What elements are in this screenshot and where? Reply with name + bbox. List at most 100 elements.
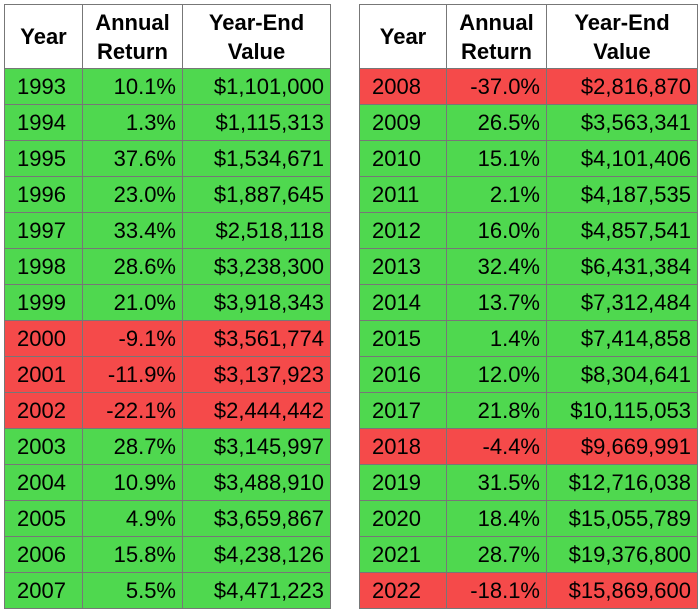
year-cell: 1995 bbox=[4, 140, 83, 177]
year-cell: 1998 bbox=[4, 248, 83, 285]
return-cell: 33.4% bbox=[82, 212, 183, 249]
year-cell: 2000 bbox=[4, 320, 83, 357]
value-cell: $1,115,313 bbox=[182, 104, 331, 141]
return-cell: 1.3% bbox=[82, 104, 183, 141]
value-cell: $9,669,991 bbox=[546, 428, 698, 465]
year-cell: 2006 bbox=[4, 536, 83, 573]
year-cell: 2021 bbox=[359, 536, 447, 573]
return-cell: -37.0% bbox=[446, 68, 547, 105]
value-cell: $8,304,641 bbox=[546, 356, 698, 393]
data-row: 2003 28.7% $3,145,997 bbox=[4, 428, 331, 465]
year-cell: 1996 bbox=[4, 176, 83, 213]
value-cell: $3,918,343 bbox=[182, 284, 331, 321]
column-header: Year bbox=[359, 4, 447, 69]
value-cell: $6,431,384 bbox=[546, 248, 698, 285]
return-cell: 16.0% bbox=[446, 212, 547, 249]
return-cell: 5.5% bbox=[82, 572, 183, 609]
value-cell: $3,238,300 bbox=[182, 248, 331, 285]
return-cell: 28.6% bbox=[82, 248, 183, 285]
data-row: 2005 4.9% $3,659,867 bbox=[4, 500, 331, 537]
data-row: 2013 32.4% $6,431,384 bbox=[359, 248, 698, 285]
value-cell: $2,518,118 bbox=[182, 212, 331, 249]
year-cell: 2004 bbox=[4, 464, 83, 501]
year-cell: 2020 bbox=[359, 500, 447, 537]
year-cell: 2017 bbox=[359, 392, 447, 429]
return-cell: 31.5% bbox=[446, 464, 547, 501]
data-row: 2004 10.9% $3,488,910 bbox=[4, 464, 331, 501]
data-row: 2008 -37.0% $2,816,870 bbox=[359, 68, 698, 105]
value-cell: $4,471,223 bbox=[182, 572, 331, 609]
return-cell: 15.8% bbox=[82, 536, 183, 573]
returns-table: Year Annual Return Year-End Value 1993 10.1… bbox=[4, 4, 331, 609]
data-row: 1993 10.1% $1,101,000 bbox=[4, 68, 331, 105]
value-cell: $15,869,600 bbox=[546, 572, 698, 609]
value-cell: $19,376,800 bbox=[546, 536, 698, 573]
year-cell: 2007 bbox=[4, 572, 83, 609]
year-cell: 2016 bbox=[359, 356, 447, 393]
value-cell: $3,137,923 bbox=[182, 356, 331, 393]
column-header: Annual Return bbox=[446, 4, 547, 69]
year-cell: 1993 bbox=[4, 68, 83, 105]
return-cell: 4.9% bbox=[82, 500, 183, 537]
return-cell: 21.0% bbox=[82, 284, 183, 321]
value-cell: $4,238,126 bbox=[182, 536, 331, 573]
return-cell: 15.1% bbox=[446, 140, 547, 177]
return-cell: -22.1% bbox=[82, 392, 183, 429]
column-header: Annual Return bbox=[82, 4, 183, 69]
data-row: 1995 37.6% $1,534,671 bbox=[4, 140, 331, 177]
year-cell: 2015 bbox=[359, 320, 447, 357]
year-cell: 2019 bbox=[359, 464, 447, 501]
return-cell: -4.4% bbox=[446, 428, 547, 465]
return-cell: 2.1% bbox=[446, 176, 547, 213]
column-header: Year bbox=[4, 4, 83, 69]
data-row: 1997 33.4% $2,518,118 bbox=[4, 212, 331, 249]
value-cell: $10,115,053 bbox=[546, 392, 698, 429]
value-cell: $12,716,038 bbox=[546, 464, 698, 501]
value-cell: $4,101,406 bbox=[546, 140, 698, 177]
return-cell: 32.4% bbox=[446, 248, 547, 285]
data-row: 2017 21.8% $10,115,053 bbox=[359, 392, 698, 429]
year-cell: 2009 bbox=[359, 104, 447, 141]
return-cell: -11.9% bbox=[82, 356, 183, 393]
data-row: 2011 2.1% $4,187,535 bbox=[359, 176, 698, 213]
value-cell: $3,488,910 bbox=[182, 464, 331, 501]
data-row: 2021 28.7% $19,376,800 bbox=[359, 536, 698, 573]
data-row: 2009 26.5% $3,563,341 bbox=[359, 104, 698, 141]
return-cell: -9.1% bbox=[82, 320, 183, 357]
year-cell: 2014 bbox=[359, 284, 447, 321]
value-cell: $4,187,535 bbox=[546, 176, 698, 213]
data-row: 2000 -9.1% $3,561,774 bbox=[4, 320, 331, 357]
value-cell: $4,857,541 bbox=[546, 212, 698, 249]
value-cell: $1,534,671 bbox=[182, 140, 331, 177]
data-row: 2010 15.1% $4,101,406 bbox=[359, 140, 698, 177]
return-cell: 13.7% bbox=[446, 284, 547, 321]
data-row: 2015 1.4% $7,414,858 bbox=[359, 320, 698, 357]
data-row: 2020 18.4% $15,055,789 bbox=[359, 500, 698, 537]
return-cell: 28.7% bbox=[82, 428, 183, 465]
column-header: Year-End Value bbox=[546, 4, 698, 69]
return-cell: -18.1% bbox=[446, 572, 547, 609]
value-cell: $2,444,442 bbox=[182, 392, 331, 429]
value-cell: $3,659,867 bbox=[182, 500, 331, 537]
return-cell: 21.8% bbox=[446, 392, 547, 429]
data-row: 2012 16.0% $4,857,541 bbox=[359, 212, 698, 249]
return-cell: 10.9% bbox=[82, 464, 183, 501]
data-row: 2018 -4.4% $9,669,991 bbox=[359, 428, 698, 465]
value-cell: $15,055,789 bbox=[546, 500, 698, 537]
year-cell: 2010 bbox=[359, 140, 447, 177]
data-row: 1994 1.3% $1,115,313 bbox=[4, 104, 331, 141]
value-cell: $7,312,484 bbox=[546, 284, 698, 321]
year-cell: 2008 bbox=[359, 68, 447, 105]
header-row: Year Annual Return Year-End Value bbox=[359, 4, 698, 69]
return-cell: 23.0% bbox=[82, 176, 183, 213]
value-cell: $2,816,870 bbox=[546, 68, 698, 105]
return-cell: 26.5% bbox=[446, 104, 547, 141]
year-cell: 1994 bbox=[4, 104, 83, 141]
year-cell: 2013 bbox=[359, 248, 447, 285]
return-cell: 1.4% bbox=[446, 320, 547, 357]
returns-table: Year Annual Return Year-End Value 2008 -37.… bbox=[359, 4, 698, 609]
year-cell: 2012 bbox=[359, 212, 447, 249]
data-row: 2019 31.5% $12,716,038 bbox=[359, 464, 698, 501]
data-row: 2001 -11.9% $3,137,923 bbox=[4, 356, 331, 393]
